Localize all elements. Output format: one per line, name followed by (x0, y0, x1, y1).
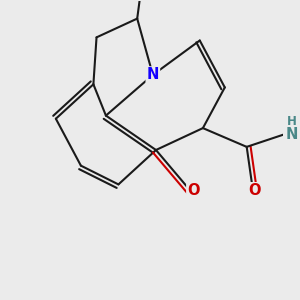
Text: O: O (187, 183, 200, 198)
Text: N: N (286, 127, 298, 142)
Text: O: O (248, 183, 261, 198)
Text: H: H (287, 115, 297, 128)
Text: N: N (147, 68, 159, 82)
